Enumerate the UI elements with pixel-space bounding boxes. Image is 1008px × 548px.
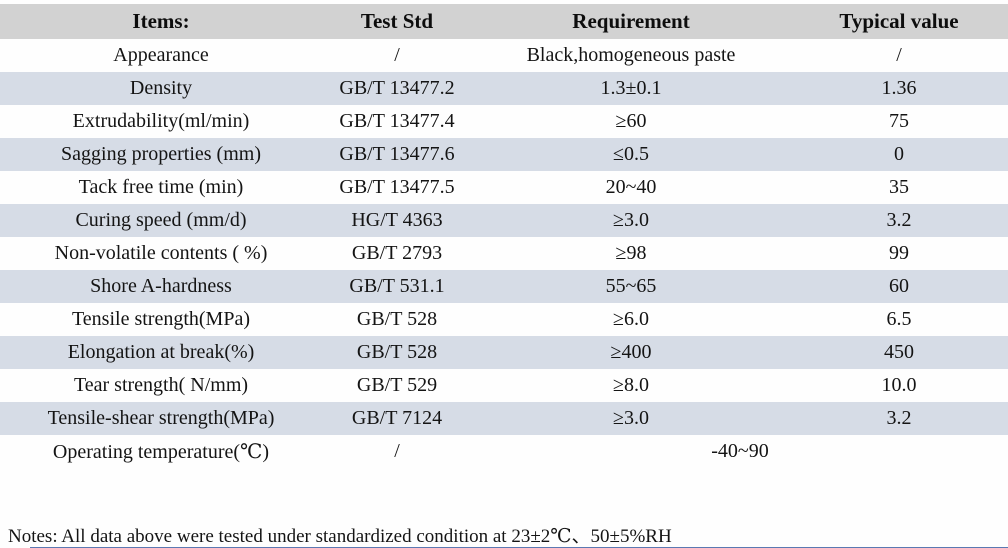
table-row: Tensile strength(MPa) GB/T 528 ≥6.0 6.5 xyxy=(0,303,1008,336)
item-cell: Tensile strength(MPa) xyxy=(71,308,250,330)
test-std-cell: GB/T 13477.6 xyxy=(322,138,472,171)
column-header-requirement: Requirement xyxy=(472,4,790,39)
item-cell: Sagging properties (mm) xyxy=(0,138,322,171)
test-std-cell: GB/T 528 xyxy=(356,308,438,330)
typical-value-cell: 60 xyxy=(790,270,1008,303)
table-row: Shore A-hardness GB/T 531.1 55~65 60 xyxy=(0,270,1008,303)
item-cell: Extrudability(ml/min) xyxy=(72,110,250,132)
item-cell: Elongation at break(%) xyxy=(0,336,322,369)
table-row: Tear strength( N/mm) GB/T 529 ≥8.0 10.0 xyxy=(0,369,1008,402)
requirement-cell: 55~65 xyxy=(472,270,790,303)
item-cell: Curing speed (mm/d) xyxy=(0,204,322,237)
item-cell: Non-volatile contents ( %) xyxy=(54,242,268,264)
column-header-test-std: Test Std xyxy=(322,4,472,39)
test-std-cell: GB/T 531.1 xyxy=(322,270,472,303)
test-std-cell: GB/T 13477.5 xyxy=(339,176,455,198)
typical-value-cell: 0 xyxy=(790,138,1008,171)
test-std-cell: GB/T 529 xyxy=(356,374,438,396)
table-row: Curing speed (mm/d) HG/T 4363 ≥3.0 3.2 xyxy=(0,204,1008,237)
typical-value-cell: 3.2 xyxy=(790,402,1008,435)
table-row: Elongation at break(%) GB/T 528 ≥400 450 xyxy=(0,336,1008,369)
test-std-cell: GB/T 13477.2 xyxy=(322,72,472,105)
typical-value-cell: 3.2 xyxy=(790,204,1008,237)
requirement-cell: Black,homogeneous paste xyxy=(526,44,736,66)
spec-table: Items: Test Std Requirement Typical valu… xyxy=(0,4,1008,468)
test-std-cell: / xyxy=(394,440,400,462)
table-row: Extrudability(ml/min) GB/T 13477.4 ≥60 75 xyxy=(0,105,1008,138)
test-std-cell: / xyxy=(394,44,400,66)
test-std-cell: GB/T 7124 xyxy=(322,402,472,435)
requirement-cell: ≥8.0 xyxy=(613,374,649,396)
test-std-cell: HG/T 4363 xyxy=(322,204,472,237)
requirement-cell: ≥3.0 xyxy=(472,204,790,237)
requirement-cell: 1.3±0.1 xyxy=(472,72,790,105)
table-header-row: Items: Test Std Requirement Typical valu… xyxy=(0,4,1008,39)
table-row: Tack free time (min) GB/T 13477.5 20~40 35 xyxy=(0,171,1008,204)
requirement-cell: ≥6.0 xyxy=(613,308,649,330)
typical-value-cell: 450 xyxy=(790,336,1008,369)
column-header-typical-value: Typical value xyxy=(790,4,1008,39)
table-row: Operating temperature(℃) / -40~90 xyxy=(0,435,1008,468)
item-cell: Tack free time (min) xyxy=(78,176,244,198)
typical-value-cell: 10.0 xyxy=(881,374,917,396)
item-cell: Shore A-hardness xyxy=(0,270,322,303)
column-header-items: Items: xyxy=(0,4,322,39)
table-row: Non-volatile contents ( %) GB/T 2793 ≥98 99 xyxy=(0,237,1008,270)
typical-value-cell: 35 xyxy=(889,176,909,198)
requirement-cell: 20~40 xyxy=(605,176,657,198)
typical-value-cell: 6.5 xyxy=(886,308,912,330)
datasheet-page: Items: Test Std Requirement Typical valu… xyxy=(0,4,1008,548)
typical-value-cell: 99 xyxy=(889,242,909,264)
requirement-cell: ≥3.0 xyxy=(472,402,790,435)
table-row: Sagging properties (mm) GB/T 13477.6 ≤0.5 0 xyxy=(0,138,1008,171)
test-std-cell: GB/T 2793 xyxy=(351,242,443,264)
typical-value-cell: 75 xyxy=(889,110,909,132)
table-row: Density GB/T 13477.2 1.3±0.1 1.36 xyxy=(0,72,1008,105)
test-std-cell: GB/T 13477.4 xyxy=(339,110,455,132)
item-cell: Tensile-shear strength(MPa) xyxy=(0,402,322,435)
typical-value-cell: / xyxy=(896,44,902,66)
item-cell: Density xyxy=(0,72,322,105)
requirement-cell: ≥60 xyxy=(615,110,647,132)
item-cell: Appearance xyxy=(113,44,209,66)
notes-text: Notes: All data above were tested under … xyxy=(8,526,672,547)
requirement-typical-merged-cell: -40~90 xyxy=(711,440,769,462)
requirement-cell: ≤0.5 xyxy=(472,138,790,171)
table-row: Appearance / Black,homogeneous paste / xyxy=(0,39,1008,72)
table-body: Appearance / Black,homogeneous paste / Densi… xyxy=(0,39,1008,468)
requirement-cell: ≥98 xyxy=(615,242,647,264)
test-std-cell: GB/T 528 xyxy=(322,336,472,369)
table-row: Tensile-shear strength(MPa) GB/T 7124 ≥3.0… xyxy=(0,402,1008,435)
typical-value-cell: 1.36 xyxy=(790,72,1008,105)
item-cell: Operating temperature(℃) xyxy=(52,441,270,463)
item-cell: Tear strength( N/mm) xyxy=(73,374,249,396)
requirement-cell: ≥400 xyxy=(472,336,790,369)
